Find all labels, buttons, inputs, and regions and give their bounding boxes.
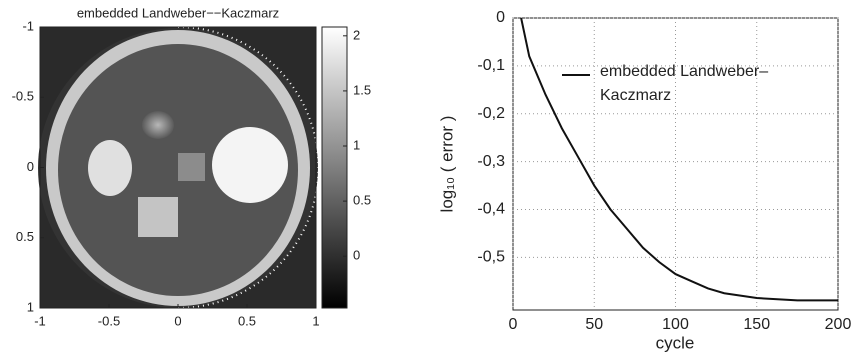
colorbar-tick-label: 0.5 [353, 193, 371, 208]
colorbar [322, 27, 347, 308]
y-tick-label: -0,2 [477, 105, 505, 122]
y-tick-label: -0,1 [477, 57, 505, 74]
x-tick-label: 0 [174, 313, 181, 328]
x-tick-label: 1 [312, 313, 319, 328]
colorbar-tick-label: 2 [353, 27, 360, 42]
legend-label: embedded Landweber–Kaczmarz [600, 60, 800, 108]
x-tick-label: 200 [825, 316, 852, 333]
y-tick-label: -0,4 [477, 201, 505, 218]
x-tick-label: 100 [662, 316, 689, 333]
x-tick-label: 0 [509, 316, 518, 333]
y-axis-label: log₁₀ ( error ) [437, 116, 456, 213]
x-tick-label: -0.5 [98, 313, 120, 328]
x-axis-label: cycle [656, 333, 695, 352]
x-tick-label: 150 [743, 316, 770, 333]
y-tick-label: -1 [22, 18, 34, 33]
chart: embedded Landweber−−Kaczmarz cycle log₁₀… [0, 0, 858, 356]
y-tick-label: 0 [27, 159, 34, 174]
colorbar-tick-label: 1 [353, 137, 360, 152]
y-tick-label: -0,3 [477, 153, 505, 170]
x-tick-label: 0.5 [238, 313, 256, 328]
x-tick-label: 50 [585, 316, 603, 333]
y-tick-label: -0,5 [477, 249, 505, 266]
x-tick-label: -1 [34, 313, 46, 328]
colorbar-tick-label: 1.5 [353, 82, 371, 97]
phantom-image [38, 27, 318, 308]
colorbar-tick-label: 0 [353, 248, 360, 263]
image-title: embedded Landweber−−Kaczmarz [77, 5, 279, 20]
y-tick-label: -0.5 [12, 89, 34, 104]
y-tick-label: 0.5 [16, 229, 34, 244]
figure: embedded Landweber−−Kaczmarz cycle log₁₀… [0, 0, 858, 356]
y-tick-label: 0 [496, 9, 505, 26]
y-tick-label: 1 [27, 299, 34, 314]
